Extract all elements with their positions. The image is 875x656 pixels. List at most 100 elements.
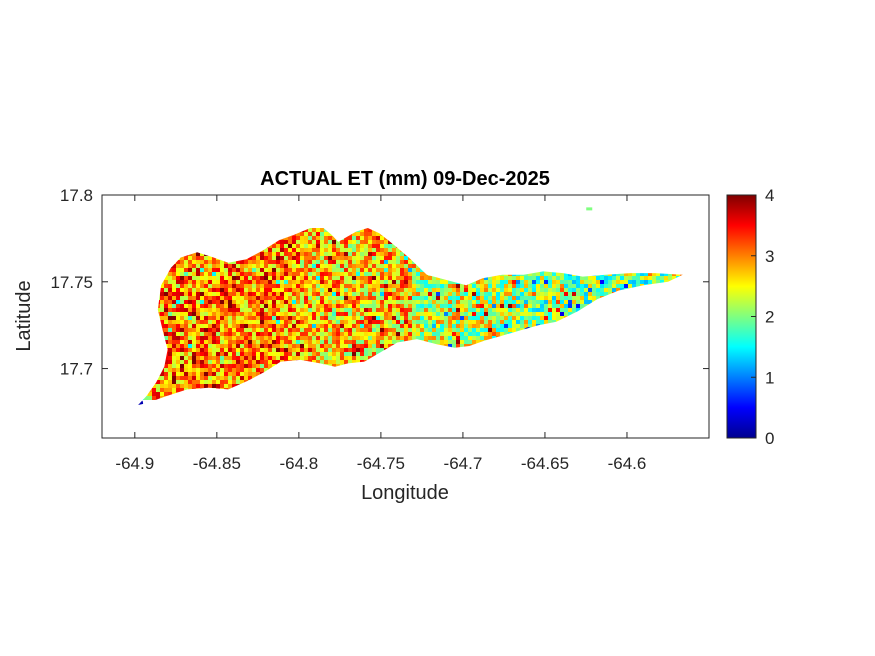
heatmap-cell bbox=[480, 232, 484, 236]
heatmap-cell bbox=[600, 276, 604, 280]
heatmap-cell bbox=[492, 256, 496, 260]
heatmap-cell bbox=[404, 304, 408, 308]
heatmap-cell bbox=[620, 248, 624, 252]
heatmap-cell bbox=[432, 228, 436, 232]
heatmap-cell bbox=[296, 332, 300, 336]
heatmap-cell bbox=[428, 228, 432, 232]
heatmap-cell bbox=[632, 224, 636, 228]
heatmap-cell bbox=[148, 320, 152, 324]
heatmap-cell bbox=[156, 288, 160, 292]
heatmap-cell bbox=[168, 228, 172, 232]
heatmap-cell bbox=[444, 280, 448, 284]
heatmap-cell bbox=[324, 316, 328, 320]
heatmap-cell bbox=[604, 280, 608, 284]
heatmap-cell bbox=[492, 304, 496, 308]
heatmap-cell bbox=[520, 344, 524, 348]
heatmap-cell bbox=[632, 252, 636, 256]
heatmap-cell bbox=[572, 236, 576, 240]
heatmap-cell bbox=[620, 316, 624, 320]
heatmap-cell bbox=[568, 292, 572, 296]
heatmap-cell bbox=[480, 292, 484, 296]
heatmap-cell bbox=[612, 300, 616, 304]
heatmap-cell bbox=[408, 272, 412, 276]
heatmap-cell bbox=[480, 304, 484, 308]
heatmap-cell bbox=[684, 220, 688, 224]
heatmap-cell bbox=[600, 248, 604, 252]
heatmap-cell bbox=[664, 264, 668, 268]
heatmap-cell bbox=[548, 336, 552, 340]
heatmap-cell bbox=[372, 276, 376, 280]
heatmap-cell bbox=[340, 264, 344, 268]
heatmap-cell bbox=[432, 316, 436, 320]
heatmap-cell bbox=[456, 340, 460, 344]
heatmap-cell bbox=[504, 352, 508, 356]
heatmap-cell bbox=[216, 296, 220, 300]
heatmap-cell bbox=[648, 300, 652, 304]
heatmap-cell bbox=[500, 240, 504, 244]
heatmap-cell bbox=[616, 240, 620, 244]
heatmap-cell bbox=[580, 264, 584, 268]
heatmap-cell bbox=[564, 312, 568, 316]
heatmap-cell bbox=[332, 344, 336, 348]
heatmap-cell bbox=[656, 264, 660, 268]
heatmap-cell bbox=[624, 280, 628, 284]
heatmap-cell bbox=[600, 340, 604, 344]
heatmap-cell bbox=[496, 288, 500, 292]
heatmap-cell bbox=[380, 308, 384, 312]
heatmap-cell bbox=[476, 356, 480, 360]
heatmap-cell bbox=[308, 248, 312, 252]
heatmap-cell bbox=[648, 332, 652, 336]
heatmap-cell bbox=[288, 332, 292, 336]
heatmap-cell bbox=[368, 284, 372, 288]
heatmap-cell bbox=[376, 244, 380, 248]
heatmap-cell bbox=[200, 244, 204, 248]
heatmap-cell bbox=[376, 300, 380, 304]
heatmap-cell bbox=[636, 268, 640, 272]
heatmap-cell bbox=[308, 360, 312, 364]
heatmap-cell bbox=[332, 288, 336, 292]
heatmap-cell bbox=[456, 332, 460, 336]
heatmap-cell bbox=[664, 240, 668, 244]
heatmap-cell bbox=[156, 268, 160, 272]
heatmap-cell bbox=[224, 220, 228, 224]
heatmap-cell bbox=[456, 276, 460, 280]
heatmap-cell bbox=[244, 356, 248, 360]
heatmap-cell bbox=[564, 296, 568, 300]
heatmap-cell bbox=[148, 284, 152, 288]
heatmap-cell bbox=[452, 332, 456, 336]
heatmap-cell bbox=[640, 308, 644, 312]
heatmap-cell bbox=[588, 288, 592, 292]
heatmap-cell bbox=[352, 312, 356, 316]
heatmap-cell bbox=[292, 280, 296, 284]
heatmap-cell bbox=[352, 352, 356, 356]
heatmap-cell bbox=[388, 224, 392, 228]
heatmap-cell bbox=[576, 300, 580, 304]
heatmap-cell bbox=[244, 276, 248, 280]
heatmap-cell bbox=[296, 352, 300, 356]
heatmap-cell bbox=[132, 328, 136, 332]
heatmap-cell bbox=[612, 220, 616, 224]
heatmap-cell bbox=[600, 296, 604, 300]
heatmap-cell bbox=[680, 260, 683, 264]
heatmap-cell bbox=[552, 252, 556, 256]
heatmap-cell bbox=[292, 228, 296, 232]
heatmap-cell bbox=[436, 328, 440, 332]
heatmap-cell bbox=[648, 232, 652, 236]
heatmap-cell bbox=[684, 316, 688, 320]
heatmap-cell bbox=[428, 324, 432, 328]
heatmap-cell bbox=[452, 336, 456, 340]
heatmap-cell bbox=[580, 344, 584, 348]
heatmap-cell bbox=[528, 336, 532, 340]
heatmap-cell bbox=[376, 356, 380, 360]
heatmap-cell bbox=[504, 348, 508, 352]
heatmap-cell bbox=[516, 348, 520, 352]
heatmap-cell bbox=[424, 252, 428, 256]
heatmap-cell bbox=[404, 324, 408, 328]
heatmap-cell bbox=[268, 236, 272, 240]
heatmap-cell bbox=[352, 232, 356, 236]
heatmap-cell bbox=[532, 240, 536, 244]
heatmap-cell bbox=[320, 296, 324, 300]
heatmap-cell bbox=[280, 348, 284, 352]
heatmap-cell bbox=[348, 300, 352, 304]
heatmap-cell bbox=[324, 280, 328, 284]
